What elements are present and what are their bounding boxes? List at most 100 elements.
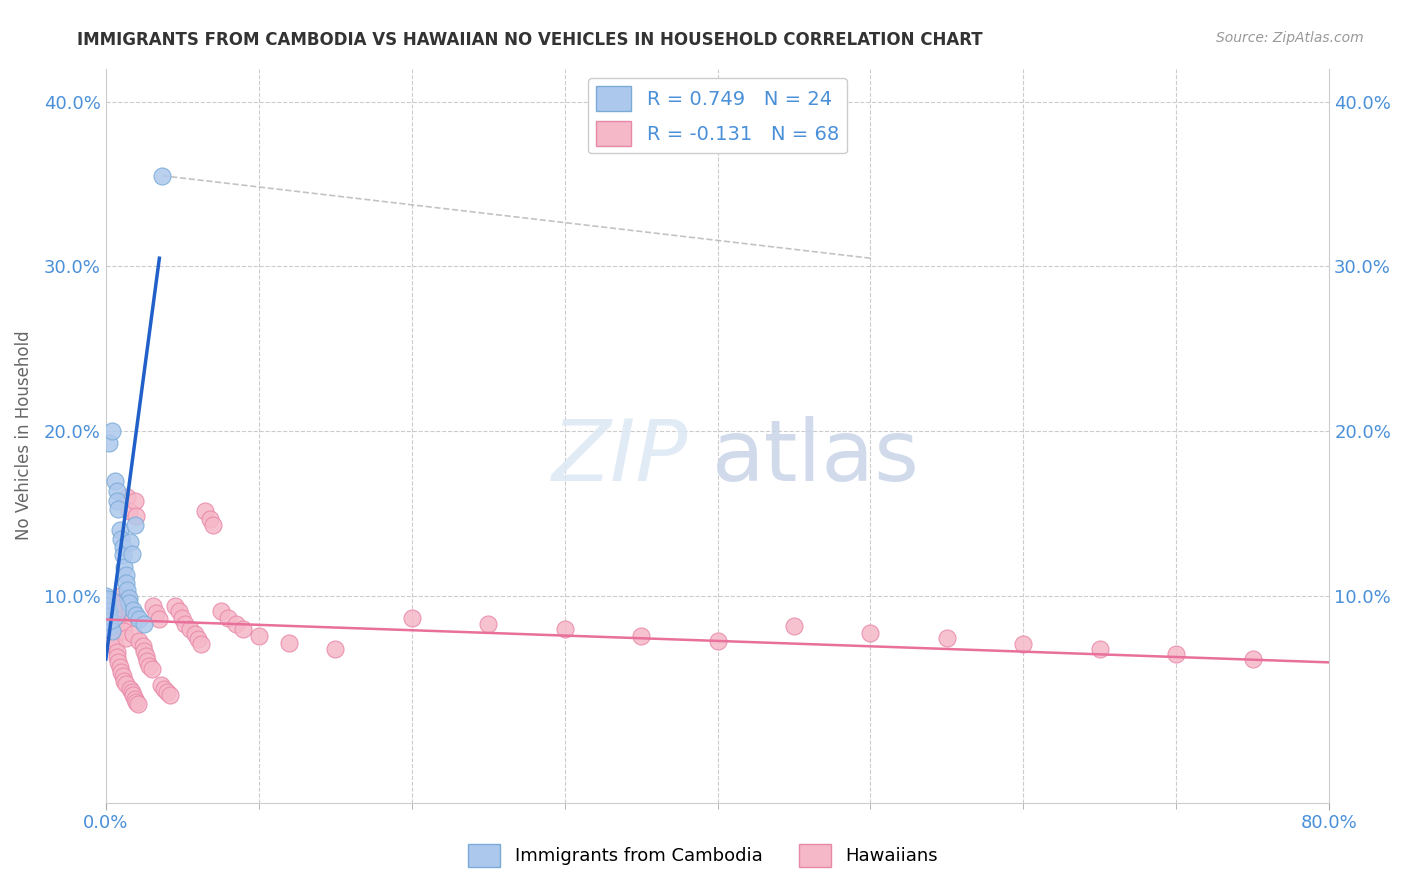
Point bbox=[232, 623, 254, 637]
Point bbox=[103, 634, 125, 648]
Point bbox=[118, 596, 141, 610]
Point bbox=[118, 503, 141, 517]
Point bbox=[127, 697, 149, 711]
Point bbox=[110, 532, 132, 546]
Point bbox=[159, 689, 181, 703]
Point bbox=[125, 607, 148, 622]
Point bbox=[124, 493, 146, 508]
Point bbox=[142, 599, 165, 614]
Point bbox=[136, 654, 159, 668]
Point bbox=[198, 512, 221, 526]
Point bbox=[172, 611, 194, 625]
Point bbox=[217, 611, 239, 625]
Point bbox=[100, 614, 122, 628]
Point bbox=[131, 639, 153, 653]
Point bbox=[194, 503, 217, 517]
Point bbox=[554, 623, 576, 637]
Point bbox=[183, 627, 205, 641]
Point bbox=[110, 596, 132, 610]
Point bbox=[112, 559, 135, 574]
Point bbox=[117, 491, 139, 505]
Point bbox=[118, 591, 141, 605]
Point bbox=[111, 668, 134, 682]
Point bbox=[128, 612, 150, 626]
Point bbox=[124, 518, 146, 533]
Point bbox=[153, 681, 176, 696]
Point bbox=[125, 695, 148, 709]
Text: IMMIGRANTS FROM CAMBODIA VS HAWAIIAN NO VEHICLES IN HOUSEHOLD CORRELATION CHART: IMMIGRANTS FROM CAMBODIA VS HAWAIIAN NO … bbox=[77, 31, 983, 49]
Point bbox=[97, 619, 120, 633]
Text: ZIP: ZIP bbox=[551, 416, 688, 500]
Point bbox=[120, 604, 142, 618]
Point bbox=[141, 662, 163, 676]
Point bbox=[117, 582, 139, 597]
Point bbox=[152, 169, 174, 183]
Text: Source: ZipAtlas.com: Source: ZipAtlas.com bbox=[1216, 31, 1364, 45]
Point bbox=[97, 604, 120, 618]
Point bbox=[103, 606, 125, 620]
Point bbox=[190, 637, 212, 651]
Point bbox=[94, 590, 117, 604]
Point bbox=[105, 612, 128, 626]
Point bbox=[96, 599, 118, 614]
Y-axis label: No Vehicles in Household: No Vehicles in Household bbox=[15, 331, 32, 541]
Point bbox=[148, 612, 170, 626]
Point bbox=[101, 627, 124, 641]
Point bbox=[156, 685, 179, 699]
Point bbox=[100, 619, 122, 633]
Point bbox=[149, 678, 172, 692]
Point bbox=[135, 648, 157, 663]
Point bbox=[94, 602, 117, 616]
Point bbox=[108, 590, 131, 604]
Point bbox=[122, 689, 145, 703]
Point bbox=[107, 502, 129, 516]
Point bbox=[174, 617, 197, 632]
Point bbox=[107, 656, 129, 670]
Point bbox=[112, 624, 135, 638]
Point bbox=[201, 518, 224, 533]
Point bbox=[97, 436, 120, 450]
Legend: Immigrants from Cambodia, Hawaiians: Immigrants from Cambodia, Hawaiians bbox=[461, 837, 945, 874]
Point bbox=[163, 599, 186, 614]
Point bbox=[101, 624, 124, 638]
Point bbox=[128, 634, 150, 648]
Point bbox=[114, 631, 136, 645]
Point bbox=[401, 611, 423, 625]
Point bbox=[105, 493, 128, 508]
Point bbox=[97, 609, 120, 624]
Point bbox=[110, 665, 132, 680]
Point bbox=[105, 650, 128, 665]
Point bbox=[209, 604, 232, 618]
Point bbox=[859, 625, 882, 640]
Point bbox=[1166, 647, 1188, 661]
Point bbox=[706, 634, 728, 648]
Point bbox=[121, 685, 143, 699]
Point bbox=[132, 644, 155, 658]
Point bbox=[121, 547, 143, 561]
Point bbox=[477, 617, 499, 632]
Point bbox=[104, 474, 127, 488]
Point bbox=[114, 576, 136, 591]
Point bbox=[112, 673, 135, 688]
Point bbox=[107, 601, 129, 615]
Point bbox=[247, 629, 270, 643]
Point bbox=[124, 691, 146, 706]
Text: atlas: atlas bbox=[711, 416, 920, 500]
Point bbox=[125, 508, 148, 523]
Point bbox=[118, 598, 141, 612]
Point bbox=[101, 425, 124, 439]
Point bbox=[179, 623, 201, 637]
Point bbox=[108, 660, 131, 674]
Point bbox=[120, 535, 142, 549]
Point bbox=[145, 606, 167, 620]
Point bbox=[783, 619, 806, 633]
Point bbox=[120, 681, 142, 696]
Point bbox=[96, 594, 118, 608]
Point bbox=[117, 591, 139, 605]
Point bbox=[104, 639, 127, 653]
Point bbox=[187, 632, 209, 647]
Point bbox=[1088, 642, 1111, 657]
Point bbox=[1012, 637, 1035, 651]
Point bbox=[114, 568, 136, 582]
Point bbox=[122, 602, 145, 616]
